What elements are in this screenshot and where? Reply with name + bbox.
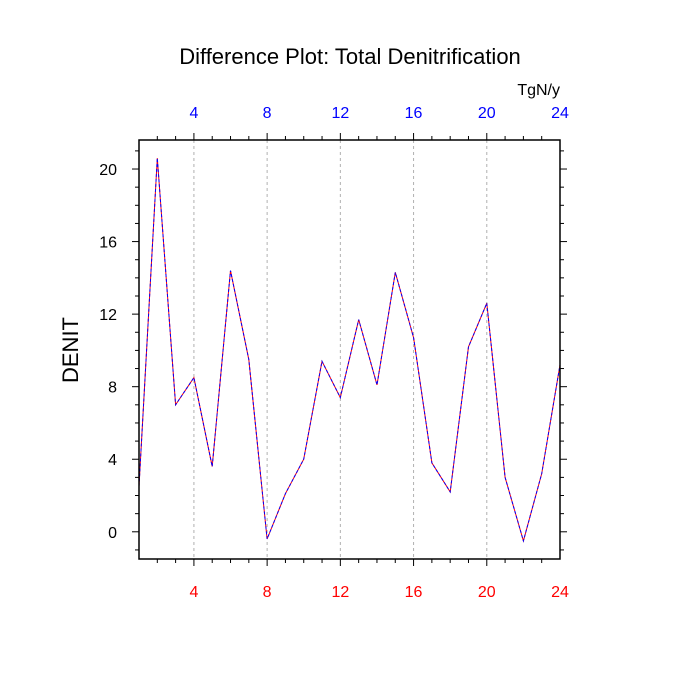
chart-title: Difference Plot: Total Denitrification: [179, 44, 521, 69]
units-label: TgN/y: [517, 82, 560, 99]
x-tick-label-bottom-16: 16: [405, 584, 423, 601]
y-axis-label: DENIT: [58, 317, 83, 383]
x-tick-label-top-20: 20: [478, 105, 496, 122]
x-tick-label-top-4: 4: [189, 105, 198, 122]
y-tick-label-16: 16: [99, 235, 117, 252]
tick-labels: 4 4 8 8 12 12 16 16 20 20 24 24 0 4 8 12 16 20: [99, 105, 569, 601]
y-tick-label-8: 8: [108, 380, 117, 397]
x-tick-label-top-16: 16: [405, 105, 423, 122]
grid-lines: [193, 140, 488, 559]
y-tick-label-0: 0: [108, 525, 117, 542]
y-tick-label-20: 20: [99, 162, 117, 179]
series-line-2: [138, 158, 561, 543]
x-tick-label-bottom-4: 4: [189, 584, 198, 601]
plot-frame: [138, 139, 561, 560]
x-tick-label-top-12: 12: [331, 105, 349, 122]
x-tick-label-top-24: 24: [551, 105, 569, 122]
series-line-1: [138, 158, 561, 543]
x-tick-label-bottom-20: 20: [478, 584, 496, 601]
y-tick-label-12: 12: [99, 307, 117, 324]
x-tick-label-top-8: 8: [263, 105, 272, 122]
x-tick-label-bottom-24: 24: [551, 584, 569, 601]
y-tick-label-4: 4: [108, 452, 117, 469]
axis-ticks: [132, 133, 567, 566]
x-tick-label-bottom-12: 12: [331, 584, 349, 601]
data-series: [138, 158, 561, 543]
x-tick-label-bottom-8: 8: [263, 584, 272, 601]
